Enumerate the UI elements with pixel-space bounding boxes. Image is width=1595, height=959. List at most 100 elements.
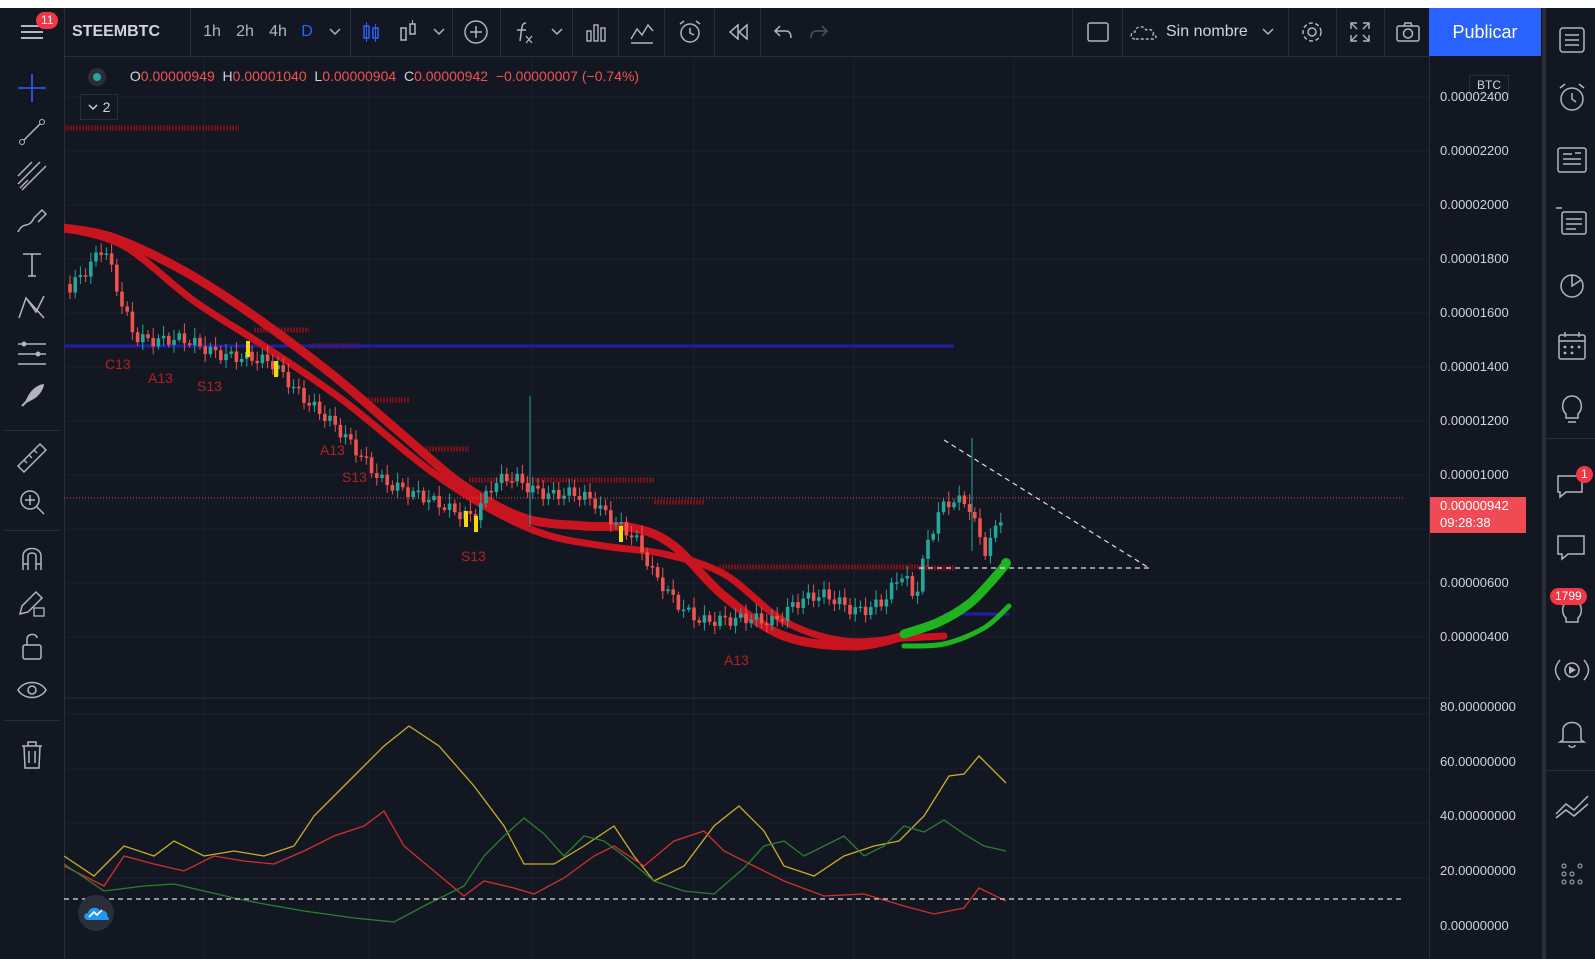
candle-body (692, 607, 696, 621)
legend-status-icon[interactable] (88, 68, 106, 87)
text-tool[interactable] (14, 246, 50, 282)
candle-body (780, 619, 785, 622)
candle-body (369, 457, 374, 474)
candle-body (317, 401, 322, 414)
interval-1h[interactable]: 1h (203, 23, 221, 40)
td-label: S13 (342, 469, 367, 485)
candle-body (146, 334, 150, 339)
indicators-collapse-button[interactable]: 2 (80, 94, 118, 120)
candle-body (962, 495, 967, 505)
messages-button[interactable] (1552, 526, 1592, 566)
trash-icon (22, 741, 42, 769)
ma-ribbon-slow (60, 224, 948, 646)
notifications-button[interactable] (1552, 712, 1592, 752)
candle-body (302, 387, 306, 403)
interval-d[interactable]: D (301, 23, 313, 40)
trend-line-tool[interactable] (14, 114, 50, 150)
oscillator-di-minus-line (63, 810, 1007, 915)
prediction-tool[interactable] (14, 334, 50, 370)
candle-body (588, 491, 592, 499)
candle-body (551, 489, 556, 494)
remove-drawings-tool[interactable] (14, 736, 50, 772)
object-tree-button[interactable] (1552, 852, 1592, 892)
indicators-button[interactable] (508, 8, 538, 56)
candle-body (941, 501, 946, 513)
candle-body (629, 535, 634, 538)
menu-button[interactable] (6, 8, 58, 56)
chart-pane[interactable] (59, 56, 1429, 959)
live-streams-button[interactable] (1552, 650, 1592, 690)
crosshair-icon (18, 74, 46, 102)
fullscreen-button[interactable] (1342, 8, 1378, 56)
candle-body (68, 283, 72, 293)
lock-drawings-tool[interactable] (14, 628, 50, 664)
candles-button[interactable] (356, 8, 386, 56)
candle-body (609, 510, 613, 525)
add-indicator-button[interactable] (460, 8, 492, 56)
price-chart[interactable] (59, 56, 1429, 959)
snapshot-button[interactable] (1390, 8, 1426, 56)
interval-4h[interactable]: 4h (269, 23, 287, 40)
oscillator-tick: 40.00000000 (1440, 808, 1516, 823)
crosshair-tool[interactable] (14, 70, 50, 106)
brush-tool[interactable] (14, 202, 50, 238)
price-tick: 0.00000600 (1440, 575, 1509, 590)
compare-button[interactable] (394, 8, 424, 56)
bell-icon (1557, 721, 1587, 748)
interval-2h[interactable]: 2h (236, 23, 254, 40)
hide-drawings-tool[interactable] (14, 672, 50, 708)
camera-icon (1396, 22, 1420, 42)
zoom-tool[interactable] (14, 484, 50, 520)
watchlist-button[interactable] (1552, 20, 1592, 60)
symbol-search-button[interactable]: STEEMBTC (72, 23, 160, 40)
data-window-button[interactable] (1552, 202, 1592, 242)
supply-demand-zones (64, 125, 954, 571)
replay-button[interactable] (722, 8, 754, 56)
candle-body (104, 253, 109, 256)
settings-button[interactable] (1294, 8, 1330, 56)
candle-body (187, 343, 192, 346)
menu-badge: 11 (36, 12, 59, 29)
td-label: C13 (105, 356, 131, 372)
stay-in-drawing-tool[interactable] (14, 584, 50, 620)
candle-body (546, 493, 551, 500)
candle-body (525, 482, 530, 493)
legend-low: 0.00000904 (322, 68, 397, 84)
publish-button[interactable]: Publicar (1429, 8, 1541, 56)
financials-button[interactable] (580, 8, 612, 56)
templates-button[interactable] (626, 8, 658, 56)
ideas-stream-button[interactable] (1552, 388, 1592, 428)
candle-body (889, 582, 894, 600)
chevron-down-icon (88, 103, 98, 110)
candle-body (957, 495, 961, 503)
indicators-dropdown[interactable] (548, 8, 566, 56)
tradingview-logo[interactable] (78, 895, 114, 931)
candle-body (468, 510, 473, 514)
alert-button[interactable] (672, 8, 708, 56)
icons-tool[interactable] (14, 378, 50, 414)
unlock-icon (22, 633, 42, 660)
cloud-icon (1130, 26, 1157, 40)
interval-dropdown[interactable] (326, 8, 344, 56)
multi-layout-button[interactable] (1080, 8, 1116, 56)
calendar-button[interactable] (1552, 326, 1592, 366)
rewind-icon (728, 23, 748, 41)
magnet-tool[interactable] (14, 540, 50, 576)
candle-body (671, 589, 675, 595)
measure-tool[interactable] (14, 440, 50, 476)
pitchfork-tool[interactable] (14, 158, 50, 194)
candle-body (234, 351, 239, 362)
candle-body (255, 360, 259, 364)
trading-panel-button[interactable] (1552, 788, 1592, 828)
redo-button[interactable] (804, 8, 834, 56)
pattern-tool[interactable] (14, 290, 50, 326)
candle-body (312, 401, 317, 406)
undo-button[interactable] (768, 8, 798, 56)
currency-label[interactable]: BTC (1469, 75, 1509, 95)
layout-name-button[interactable]: Sin nombre (1128, 8, 1278, 56)
chart-type-dropdown[interactable] (430, 8, 448, 56)
news-button[interactable] (1552, 140, 1592, 180)
hotlists-button[interactable] (1552, 264, 1592, 304)
candle-body (453, 503, 457, 513)
alerts-button[interactable] (1552, 78, 1592, 118)
